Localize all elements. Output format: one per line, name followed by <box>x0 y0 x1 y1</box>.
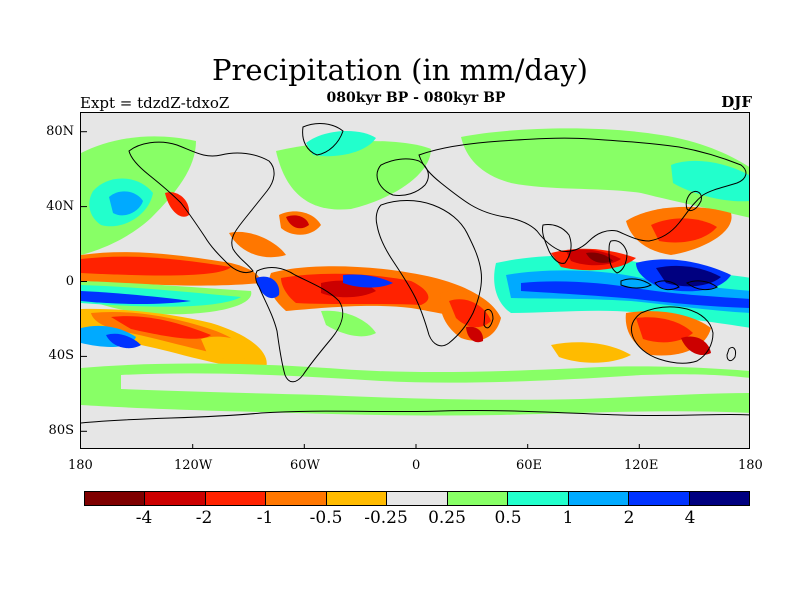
latitude-label: 0 <box>65 274 74 289</box>
coastlines <box>81 123 749 424</box>
south-pacific-dry-area <box>111 316 211 339</box>
east-pacific-wet-area <box>256 276 280 299</box>
atlantic-dry-area <box>286 215 309 229</box>
caribbean-dry-area <box>229 231 286 258</box>
australia-dry-area <box>681 336 711 356</box>
south-america-wet-area <box>321 310 376 337</box>
legend-swatch <box>508 492 569 505</box>
longitude-label: 180 <box>68 458 93 473</box>
legend-label: -4 <box>135 508 153 528</box>
latitude-label: 40S <box>48 348 74 363</box>
longitude-label: 180 <box>738 458 763 473</box>
color-legend <box>84 491 750 506</box>
experiment-label: Expt = tdzdZ-tdxoZ <box>80 94 230 112</box>
precipitation-map <box>81 113 749 448</box>
east-asia-wet-area <box>671 160 749 202</box>
eurasia-wet-area <box>461 128 749 218</box>
legend-label: -0.5 <box>309 508 343 528</box>
longitude-label: 0 <box>412 458 421 473</box>
legend-swatch <box>205 492 267 505</box>
southern-ocean-neutral-band <box>121 373 749 400</box>
pacific-wet-area <box>109 191 143 216</box>
chart-subtitle: 080kyr BP - 080kyr BP <box>326 90 506 106</box>
legend-swatch <box>85 492 146 505</box>
legend-label: -0.25 <box>364 508 408 528</box>
map-ticks <box>81 131 640 448</box>
east-asia-dry-area <box>651 218 717 243</box>
latitude-label: 80N <box>46 124 74 139</box>
longitude-label: 120W <box>174 458 213 473</box>
legend-label: 4 <box>684 508 696 528</box>
longitude-label: 60W <box>290 458 320 473</box>
legend-swatch <box>689 492 749 505</box>
longitude-label: 120E <box>624 458 659 473</box>
legend-label: -1 <box>256 508 274 528</box>
longitude-label: 60E <box>516 458 543 473</box>
atlantic-wet-area <box>276 140 431 210</box>
legend-swatch <box>326 492 388 505</box>
legend-swatch <box>447 492 509 505</box>
pacific-dry-area <box>165 192 190 217</box>
australia-dry-area <box>636 317 693 343</box>
chart-title: Precipitation (in mm/day) <box>212 53 588 87</box>
season-label: DJF <box>721 93 752 111</box>
bay-of-bengal-dry-area <box>586 252 613 263</box>
legend-label: 0.5 <box>494 508 522 528</box>
indian-ocean-wet-area <box>521 281 749 308</box>
legend-label: 2 <box>623 508 635 528</box>
legend-label: 1 <box>562 508 574 528</box>
legend-swatch <box>629 492 690 505</box>
south-atlantic-dry-area <box>201 336 259 360</box>
legend-swatch <box>568 492 630 505</box>
legend-swatch <box>266 492 327 505</box>
legend-swatch <box>387 492 448 505</box>
latitude-label: 80S <box>48 423 74 438</box>
africa-dry-area <box>449 299 491 328</box>
africa-dry-area <box>466 326 484 343</box>
atlantic-wet-area <box>343 274 393 288</box>
legend-label: -2 <box>195 508 213 528</box>
legend-label: 0.25 <box>428 508 466 528</box>
tropical-pacific-wet-band <box>81 291 191 304</box>
tropical-pacific-dry-band <box>81 256 231 276</box>
atlantic-wet-area <box>306 131 376 157</box>
legend-swatch <box>145 492 206 505</box>
map-panel <box>80 112 750 449</box>
south-indian-dry-area <box>551 342 631 363</box>
south-pacific-wet-area <box>106 333 141 349</box>
latitude-label: 40N <box>46 199 74 214</box>
